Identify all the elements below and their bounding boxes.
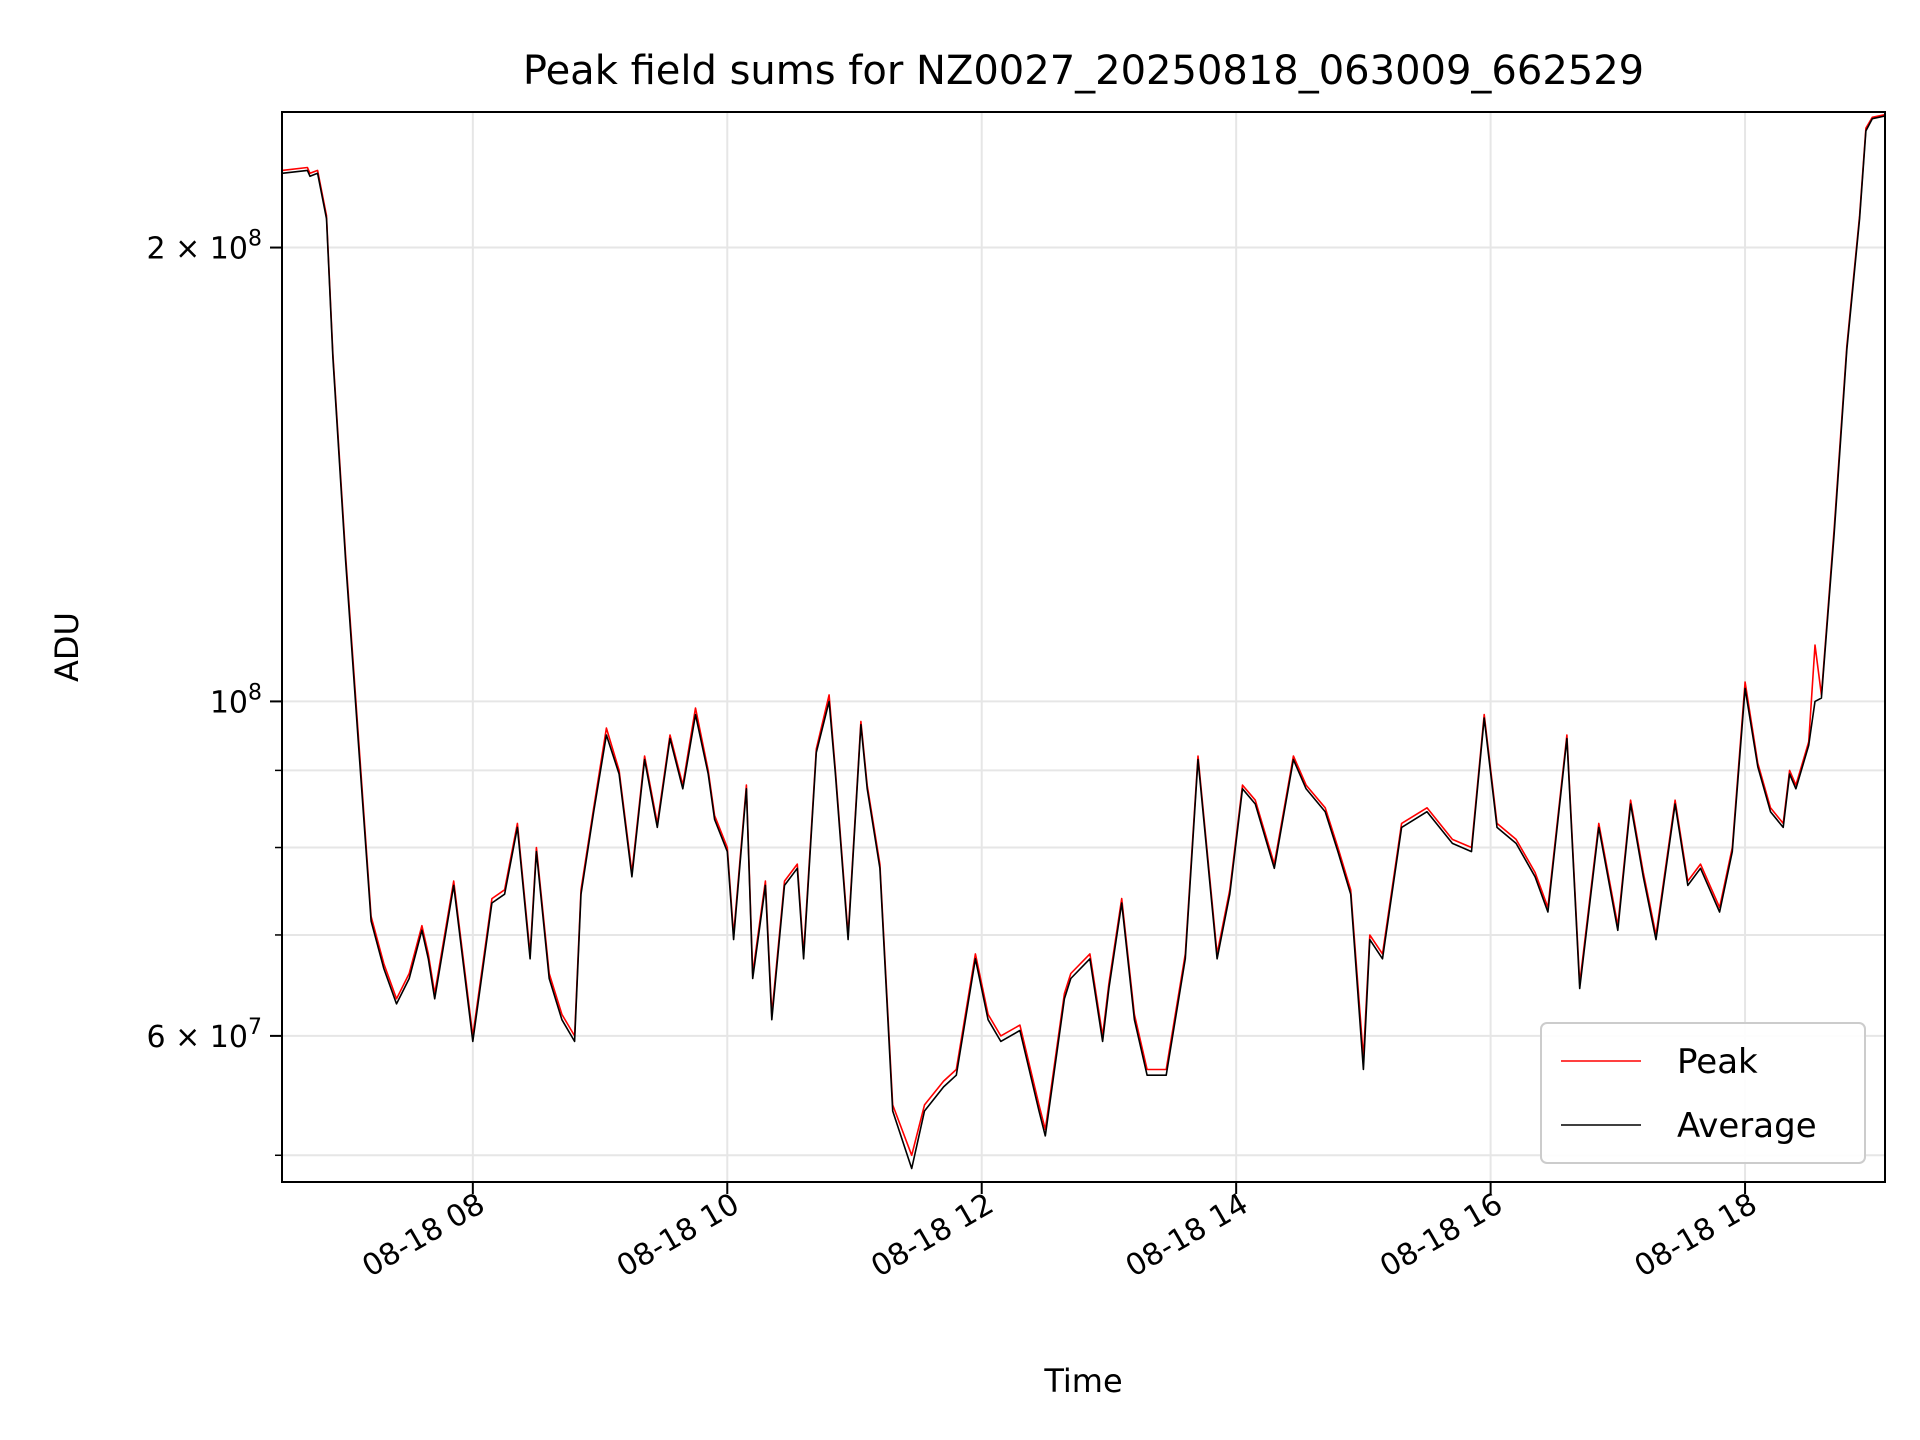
x-tick-label: 08-18 14 (1120, 1187, 1254, 1285)
x-axis-label: Time (1043, 1362, 1122, 1400)
series-line-average (281, 115, 1886, 1170)
y-tick-label: 2 × 108 (147, 227, 262, 267)
x-tick-label: 08-18 16 (1374, 1187, 1508, 1285)
plot-area-frame (281, 111, 1886, 1183)
chart-title: Peak field sums for NZ0027_20250818_0630… (523, 48, 1644, 94)
series-layer (281, 113, 1886, 1170)
legend-label-average: Average (1677, 1106, 1817, 1146)
x-tick-label: 08-18 12 (865, 1187, 999, 1285)
grid-lines (282, 112, 1885, 1182)
y-tick-label: 108 (210, 680, 262, 720)
legend-label-peak: Peak (1677, 1042, 1758, 1082)
axis-ticks: 08-18 08 08-18 10 08-18 12 08-18 14 08-18 16… (147, 227, 1764, 1285)
series-line-peak (281, 113, 1886, 1157)
x-tick-label: 08-18 10 (611, 1187, 745, 1285)
x-tick-label: 08-18 18 (1629, 1187, 1763, 1285)
y-axis-label: ADU (48, 612, 86, 682)
y-tick-label: 6 × 107 (147, 1015, 262, 1055)
legend-box (1540, 1022, 1866, 1164)
legend: Peak Average (1540, 1022, 1866, 1164)
x-tick-label: 08-18 08 (357, 1187, 491, 1285)
